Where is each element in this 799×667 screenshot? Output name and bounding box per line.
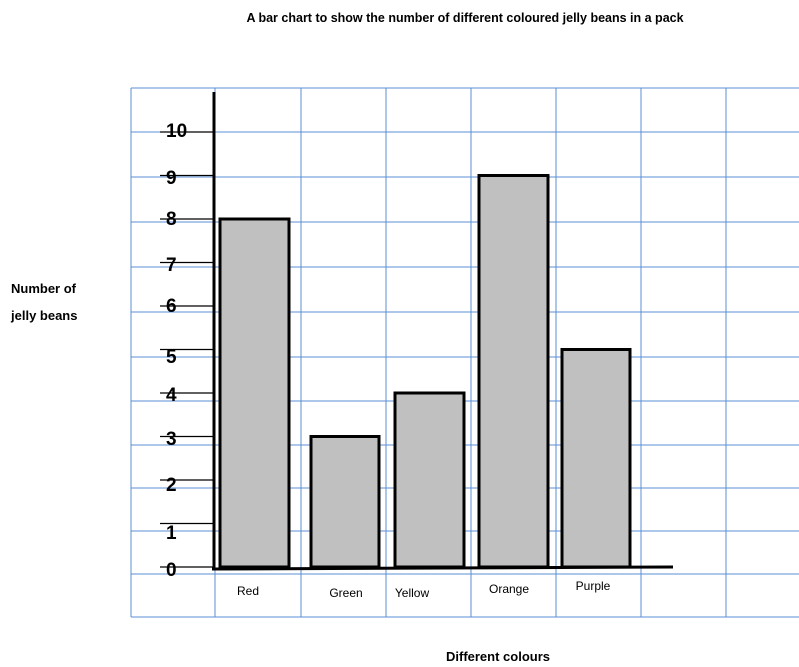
y-tick-label: 2 xyxy=(166,475,177,496)
bar-red xyxy=(218,217,291,569)
y-tick-label: 5 xyxy=(166,347,177,368)
x-axis-line xyxy=(211,565,674,571)
y-tick-label: 4 xyxy=(166,385,177,406)
chart-title: A bar chart to show the number of differ… xyxy=(246,11,683,25)
axes xyxy=(211,92,674,571)
bar-orange xyxy=(477,174,550,569)
bars xyxy=(218,174,632,569)
bar-green xyxy=(309,435,381,569)
bar-yellow xyxy=(393,391,466,569)
x-tick-label-green: Green xyxy=(329,586,362,600)
y-tick-label: 6 xyxy=(166,296,177,317)
bar-purple xyxy=(560,348,632,569)
y-tick-label: 1 xyxy=(166,523,177,544)
x-tick-label-purple: Purple xyxy=(576,579,611,593)
y-axis-label-line-2: jelly beans xyxy=(10,308,77,323)
y-tick-label: 8 xyxy=(166,209,177,230)
x-tick-label-red: Red xyxy=(237,584,259,598)
y-tick-label: 10 xyxy=(166,121,187,142)
y-tick-label: 7 xyxy=(166,255,177,276)
y-tick-label: 0 xyxy=(166,560,177,581)
x-tick-labels: Red Green Yellow Orange Purple xyxy=(237,579,611,600)
y-tick-label: 3 xyxy=(166,429,177,450)
x-tick-label-orange: Orange xyxy=(489,582,529,596)
x-tick-label-yellow: Yellow xyxy=(395,586,430,600)
y-tick-label: 9 xyxy=(166,168,177,189)
y-tick-labels: 0 1 2 3 4 5 6 7 8 9 10 xyxy=(160,121,214,581)
y-axis-label-line-1: Number of xyxy=(11,281,77,296)
x-axis-label: Different colours xyxy=(446,649,550,664)
